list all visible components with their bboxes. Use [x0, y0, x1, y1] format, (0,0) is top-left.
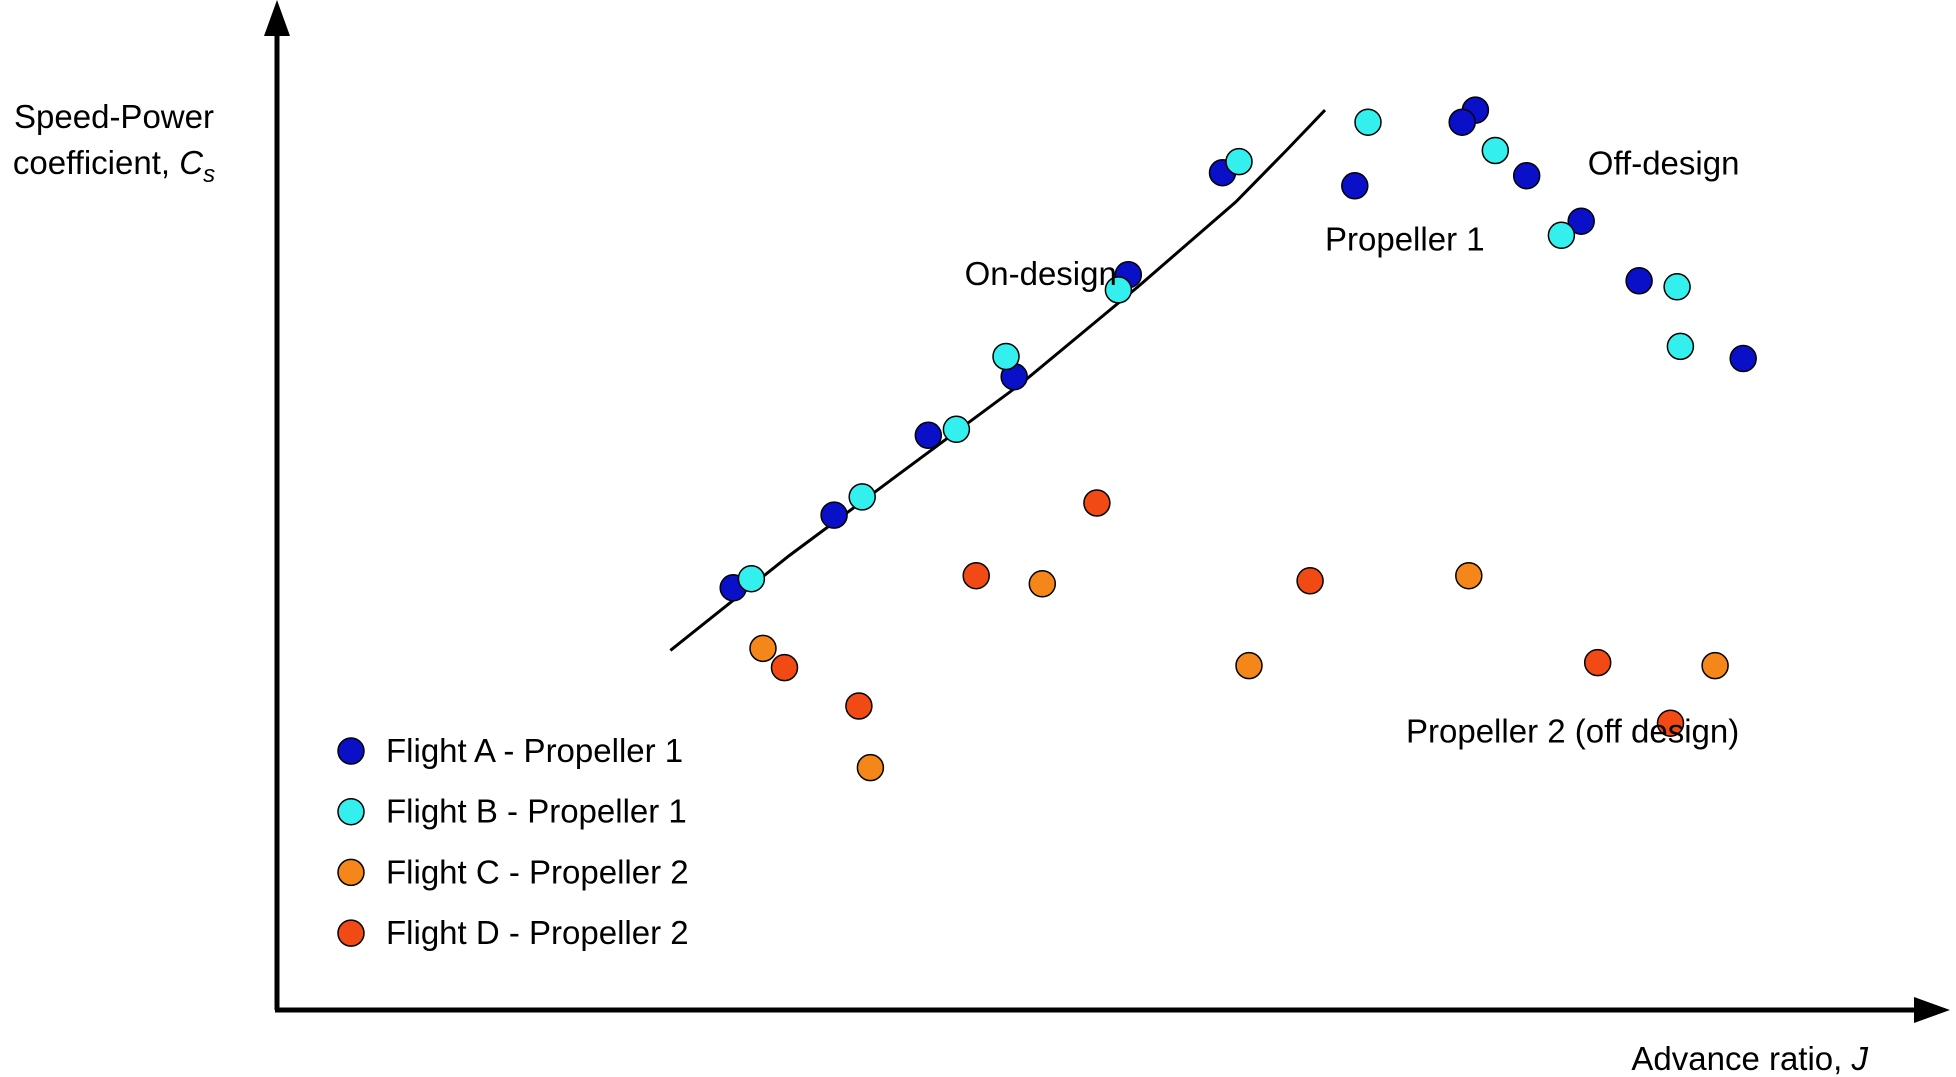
data-point-flight-c-propeller-2-0 — [749, 634, 777, 663]
data-point-flight-b-propeller-1-4 — [1104, 276, 1133, 304]
x-axis-label: Advance ratio, J — [1631, 1040, 1868, 1077]
y-axis-label-line1: Speed-Power — [14, 98, 214, 135]
data-point-flight-d-propeller-2-5 — [1583, 648, 1612, 677]
x-axis-arrowhead — [1914, 997, 1950, 1023]
annotation-on-design: On-design — [965, 255, 1117, 292]
data-point-flight-b-propeller-1-0 — [737, 564, 766, 593]
data-point-flight-b-propeller-1-9 — [1663, 273, 1691, 301]
data-point-flight-a-propeller-1-7 — [1341, 172, 1369, 200]
x-axis-label-main: Advance ratio, — [1631, 1040, 1851, 1077]
y-axis-symbol-subscript: s — [203, 161, 215, 188]
legend-label-flight-b-propeller-1: Flight B - Propeller 1 — [386, 793, 687, 830]
y-axis-label: Speed-Power — [14, 98, 214, 135]
x-axis-symbol: J — [1851, 1040, 1869, 1077]
legend-marker-flight-d-propeller-2 — [337, 919, 365, 947]
legend-label-flight-c-propeller-2: Flight C - Propeller 2 — [386, 853, 689, 890]
legend-label-flight-a-propeller-1: Flight A - Propeller 1 — [386, 732, 683, 769]
data-point-flight-b-propeller-1-3 — [992, 342, 1020, 371]
data-point-flight-a-propeller-1-12 — [1729, 344, 1757, 373]
data-point-flight-b-propeller-1-8 — [1547, 221, 1576, 250]
data-point-flight-c-propeller-2-3 — [1235, 651, 1263, 680]
data-point-flight-d-propeller-2-6 — [1656, 709, 1685, 737]
data-point-flight-b-propeller-1-5 — [1225, 147, 1253, 176]
on-design-fit-line — [669, 109, 1327, 652]
legend: Flight A - Propeller 1 Flight B - Propell… — [337, 732, 689, 951]
data-point-flight-c-propeller-2-2 — [1028, 570, 1057, 598]
y-axis-label-line2-text: coefficient, Cs — [13, 144, 215, 188]
data-point-flight-d-propeller-2-4 — [1296, 567, 1324, 595]
plot-area — [669, 96, 1757, 782]
data-point-flight-d-propeller-2-0 — [770, 653, 799, 682]
data-point-flight-d-propeller-2-3 — [1083, 489, 1111, 517]
series-flight-a-propeller-1 — [719, 96, 1757, 602]
data-point-flight-d-propeller-2-2 — [962, 561, 990, 590]
legend-marker-flight-a-propeller-1 — [337, 737, 365, 765]
data-point-flight-a-propeller-1-1 — [820, 501, 848, 529]
annotations: On-design Propeller 1 Off-design Propeller … — [965, 145, 1740, 750]
data-point-flight-b-propeller-1-6 — [1354, 108, 1382, 136]
series-flight-d-propeller-2 — [770, 489, 1685, 737]
data-point-flight-c-propeller-2-4 — [1455, 561, 1483, 590]
y-axis-arrowhead — [264, 0, 290, 36]
data-point-flight-a-propeller-1-2 — [914, 421, 943, 450]
annotation-off-design: Off-design — [1588, 145, 1740, 182]
annotation-propeller-2-off-design: Propeller 2 (off design) — [1406, 712, 1739, 749]
data-point-flight-c-propeller-2-1 — [856, 753, 885, 782]
legend-label-flight-d-propeller-2: Flight D - Propeller 2 — [386, 914, 689, 951]
legend-marker-flight-c-propeller-2 — [337, 858, 365, 887]
data-point-flight-b-propeller-1-2 — [942, 415, 971, 444]
data-point-flight-a-propeller-1-9 — [1512, 161, 1541, 190]
data-point-flight-b-propeller-1-1 — [848, 483, 876, 511]
data-point-flight-b-propeller-1-7 — [1481, 136, 1510, 165]
data-point-flight-d-propeller-2-1 — [845, 692, 873, 720]
data-point-flight-a-propeller-1-10 — [1567, 207, 1595, 235]
series-flight-c-propeller-2 — [749, 561, 1729, 782]
series-flight-b-propeller-1 — [737, 108, 1695, 593]
legend-marker-flight-b-propeller-1 — [337, 797, 365, 826]
data-point-flight-a-propeller-1-8 — [1448, 108, 1476, 136]
data-point-flight-b-propeller-1-10 — [1666, 332, 1695, 361]
annotation-propeller-1: Propeller 1 — [1325, 221, 1485, 258]
y-axis-label-line2: coefficient, — [13, 144, 179, 181]
data-point-flight-c-propeller-2-5 — [1701, 651, 1729, 680]
y-axis-symbol: C — [179, 144, 204, 181]
data-point-flight-a-propeller-1-11 — [1625, 267, 1653, 295]
